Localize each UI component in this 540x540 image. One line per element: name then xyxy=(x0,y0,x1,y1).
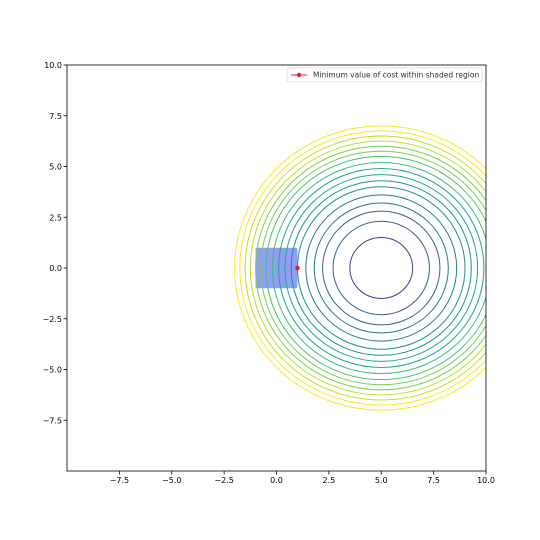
legend: Minimum value of cost within shaded regi… xyxy=(286,67,483,83)
minimum-point-layer xyxy=(295,265,300,271)
contour-line xyxy=(265,155,486,381)
y-tick-label: −5.0 xyxy=(43,366,62,375)
contour-line xyxy=(313,202,449,334)
contour-line xyxy=(332,220,430,316)
y-tick-label: 7.5 xyxy=(49,112,62,121)
x-tick-label: 5.0 xyxy=(375,476,388,485)
legend-marker xyxy=(296,72,302,78)
x-axis-ticks: −7.5 −5.0 −2.5 0.0 2.5 5.0 7.5 10.0 xyxy=(110,471,495,485)
contour-line xyxy=(255,145,486,391)
contour-line xyxy=(278,168,485,368)
contour-line xyxy=(284,174,479,362)
legend-box xyxy=(286,67,483,83)
y-tick-label: 5.0 xyxy=(49,163,62,172)
y-tick-label: −7.5 xyxy=(43,416,62,425)
minimum-point xyxy=(295,265,300,271)
y-axis-ticks: −7.5 −5.0 −2.5 0.0 2.5 5.0 7.5 10.0 xyxy=(43,61,67,425)
contour-line xyxy=(260,150,486,386)
contour-line xyxy=(239,130,486,406)
y-tick-label: 0.0 xyxy=(49,264,62,273)
x-tick-label: 0.0 xyxy=(270,476,283,485)
y-tick-label: 2.5 xyxy=(49,213,62,222)
contour-line xyxy=(322,210,441,326)
x-tick-label: −2.5 xyxy=(214,476,233,485)
contour-line xyxy=(234,125,486,411)
contour-line xyxy=(271,161,486,375)
legend-label: Minimum value of cost within shaded regi… xyxy=(313,71,479,80)
contour-line xyxy=(305,194,458,342)
x-tick-label: 10.0 xyxy=(477,476,495,485)
x-tick-label: −5.0 xyxy=(162,476,181,485)
x-tick-label: 7.5 xyxy=(427,476,440,485)
x-tick-label: 2.5 xyxy=(323,476,336,485)
y-tick-label: −2.5 xyxy=(43,315,62,324)
contour-line xyxy=(290,180,472,356)
y-tick-label: 10.0 xyxy=(44,61,62,70)
contour-line xyxy=(244,135,486,401)
contour-line xyxy=(349,237,414,299)
contour-line xyxy=(249,140,486,396)
contour-lines xyxy=(234,125,486,411)
x-tick-label: −7.5 xyxy=(110,476,129,485)
